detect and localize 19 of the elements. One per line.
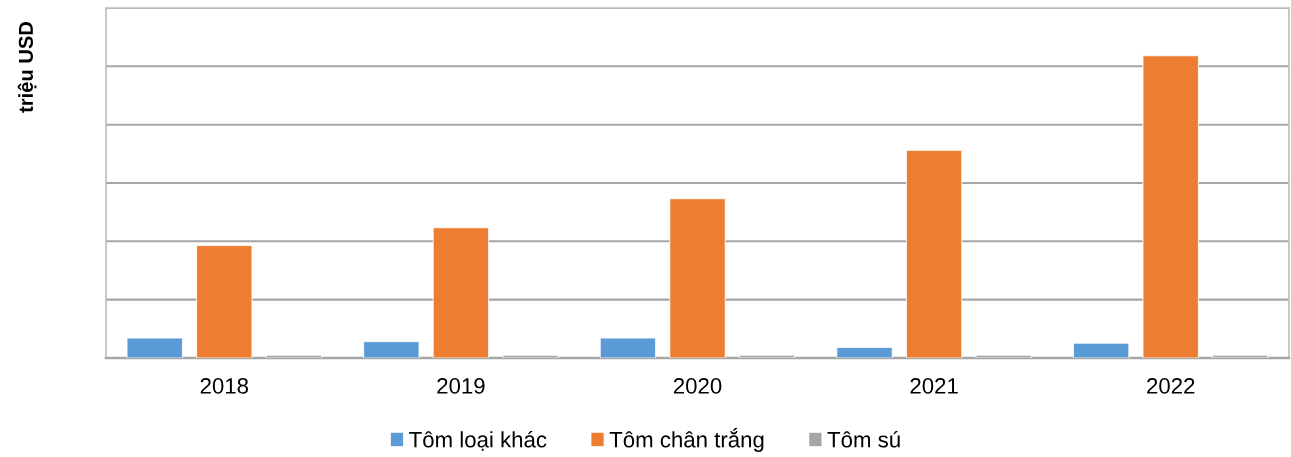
bar: [363, 341, 420, 358]
x-tick-label: 2019: [437, 378, 485, 394]
x-tick-label: 2021: [910, 378, 958, 394]
y-axis-title: triệu USD: [17, 21, 37, 113]
bar: [906, 149, 963, 358]
bar: [836, 347, 893, 358]
bar: [1073, 342, 1130, 358]
bar: [669, 198, 726, 358]
legend-label: Tôm chân trắng: [609, 428, 764, 452]
bar: [196, 245, 253, 358]
bar: [432, 227, 489, 358]
bar: [599, 337, 657, 358]
legend-label: Tôm loại khác: [409, 430, 547, 451]
x-tick-label: 2022: [1147, 378, 1195, 394]
bar: [126, 337, 183, 358]
bar: [1142, 55, 1199, 358]
legend-label: Tôm sú: [827, 430, 900, 448]
x-tick-label: 2018: [200, 378, 249, 394]
x-tick-label: 2020: [673, 378, 722, 394]
